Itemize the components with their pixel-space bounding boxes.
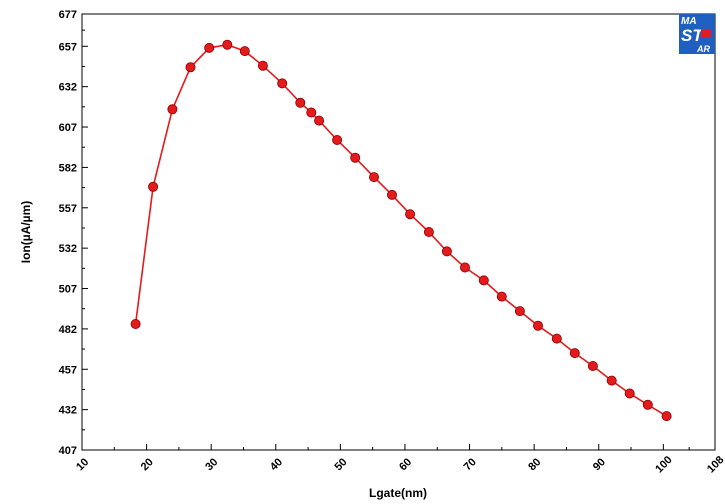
data-point xyxy=(625,389,634,398)
data-point xyxy=(131,319,140,328)
x-tick-label: 80 xyxy=(526,456,543,473)
data-point xyxy=(662,412,671,421)
y-tick-label: 407 xyxy=(59,445,77,457)
data-point xyxy=(307,108,316,117)
data-point xyxy=(643,400,652,409)
mastar-logo: MA ST AR xyxy=(679,14,715,54)
plot-frame xyxy=(82,14,715,450)
logo-text-bottom: AR xyxy=(696,44,710,54)
y-tick-label: 457 xyxy=(59,364,77,376)
data-point xyxy=(149,182,158,191)
x-tick-label: 108 xyxy=(705,454,725,475)
y-tick-label: 657 xyxy=(59,41,77,53)
data-point xyxy=(515,307,524,316)
data-point xyxy=(552,334,561,343)
data-point xyxy=(205,43,214,52)
data-point xyxy=(296,98,305,107)
y-tick-label: 607 xyxy=(59,122,77,134)
data-point xyxy=(588,361,597,370)
data-point xyxy=(479,276,488,285)
data-point xyxy=(387,190,396,199)
data-point xyxy=(369,173,378,182)
data-point xyxy=(258,61,267,70)
logo-text-mid: ST xyxy=(681,26,704,45)
data-point xyxy=(406,210,415,219)
y-tick-label: 582 xyxy=(59,162,77,174)
data-point xyxy=(607,376,616,385)
y-tick-label: 557 xyxy=(59,203,77,215)
y-axis-title: Ion(µA/µm) xyxy=(19,201,33,263)
data-point xyxy=(168,105,177,114)
x-tick-label: 30 xyxy=(203,456,220,473)
y-tick-label: 532 xyxy=(59,243,77,255)
data-point xyxy=(278,79,287,88)
x-tick-label: 100 xyxy=(653,454,674,475)
x-tick-label: 40 xyxy=(268,456,285,473)
y-tick-label: 432 xyxy=(59,405,77,417)
data-point xyxy=(351,153,360,162)
data-point xyxy=(497,292,506,301)
data-point xyxy=(240,47,249,56)
x-tick-label: 70 xyxy=(462,456,479,473)
data-point xyxy=(460,263,469,272)
x-tick-label: 20 xyxy=(139,456,156,473)
logo-accent xyxy=(701,29,711,37)
x-tick-label: 10 xyxy=(74,456,91,473)
y-tick-label: 482 xyxy=(59,324,77,336)
data-point xyxy=(186,63,195,72)
y-tick-label: 632 xyxy=(59,82,77,94)
x-tick-label: 50 xyxy=(333,456,350,473)
data-point xyxy=(223,40,232,49)
y-tick-label: 677 xyxy=(59,9,77,21)
x-tick-label: 90 xyxy=(591,456,608,473)
x-axis-title: Lgate(nm) xyxy=(369,486,427,500)
data-point xyxy=(570,349,579,358)
data-point xyxy=(333,135,342,144)
x-tick-label: 60 xyxy=(397,456,414,473)
data-point xyxy=(315,116,324,125)
data-point xyxy=(533,321,542,330)
y-tick-label: 507 xyxy=(59,284,77,296)
data-point xyxy=(442,247,451,256)
data-point xyxy=(424,227,433,236)
